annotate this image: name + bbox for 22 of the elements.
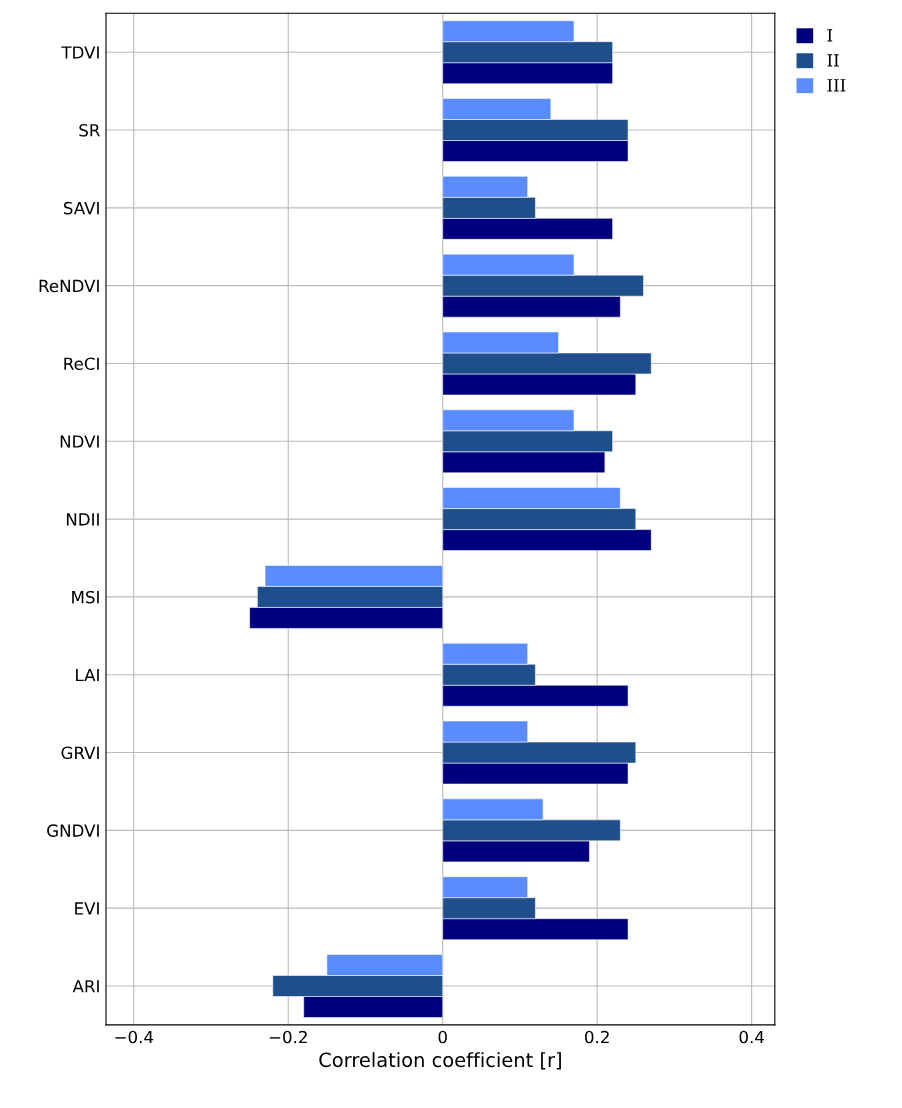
legend-label: II	[827, 54, 839, 67]
x-tick-label: 0	[438, 1030, 447, 1044]
legend-label: I	[827, 29, 833, 42]
y-tick-label: MSI	[72, 590, 99, 604]
y-tick-label: SR	[79, 123, 100, 137]
x-tick-label: −0.2	[269, 1030, 307, 1044]
y-tick-label: EVI	[75, 902, 99, 915]
x-tick-label: −0.4	[115, 1030, 154, 1044]
y-tick-label: GRVI	[61, 746, 99, 760]
y-tick-label: GNDVI	[47, 824, 99, 837]
legend-label: III	[827, 79, 846, 92]
y-tick-label: ReNDVI	[39, 279, 99, 293]
y-tick-label: LAI	[76, 668, 99, 682]
x-tick-label: 0.2	[585, 1030, 609, 1044]
x-tick-label: 0.4	[739, 1030, 764, 1044]
x-axis-title: Correlation coefficient [r]	[319, 1052, 561, 1070]
y-tick-label: TDVI	[61, 46, 99, 59]
y-tick-label: ReCI	[64, 357, 99, 371]
y-tick-label: SAVI	[63, 201, 99, 215]
y-tick-label: NDVI	[60, 435, 99, 448]
y-tick-label: NDII	[66, 513, 99, 526]
y-tick-label: ARI	[72, 980, 99, 993]
